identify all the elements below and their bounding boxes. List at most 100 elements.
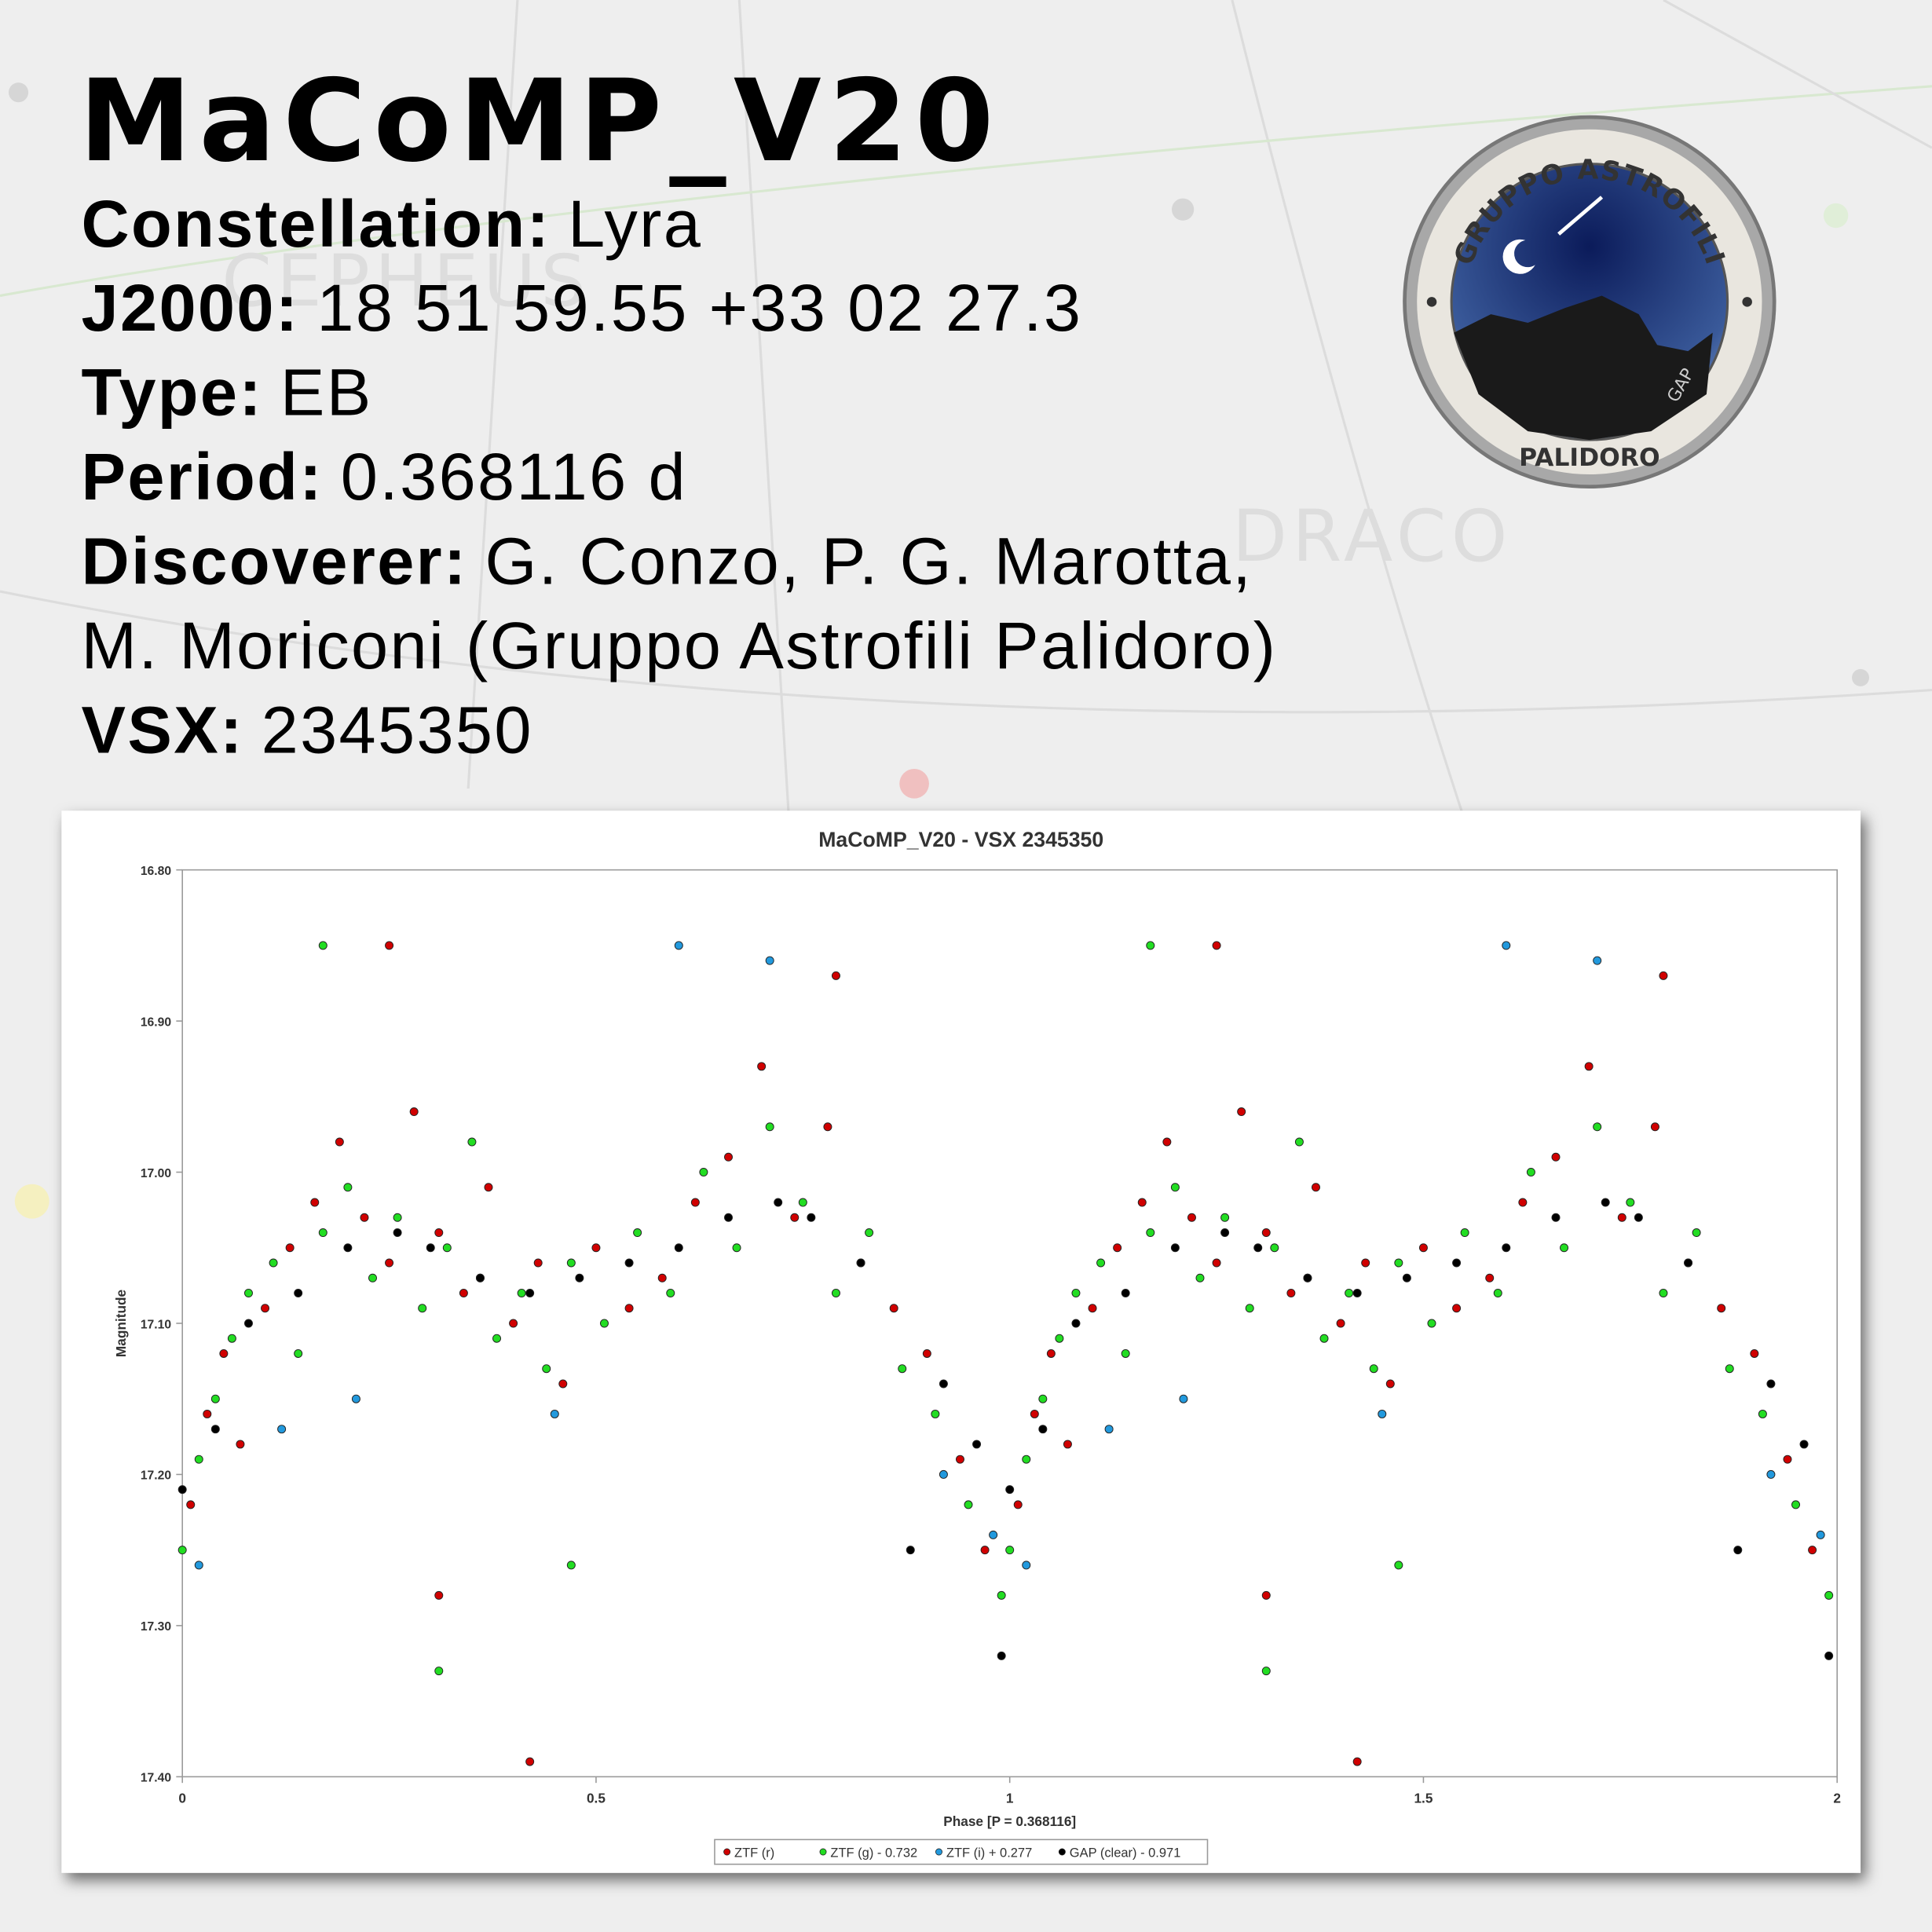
point — [434, 1667, 444, 1676]
point — [210, 1425, 220, 1434]
point — [1816, 1530, 1825, 1539]
field-label: VSX: — [82, 693, 244, 767]
point — [1022, 1561, 1031, 1570]
point — [964, 1500, 973, 1509]
legend-marker — [935, 1848, 942, 1856]
point — [624, 1304, 634, 1313]
point — [757, 1062, 767, 1071]
point — [939, 1379, 948, 1389]
point — [1758, 1409, 1767, 1418]
point — [1518, 1198, 1528, 1207]
point — [1493, 1288, 1502, 1297]
point — [1179, 1394, 1188, 1403]
point — [1005, 1485, 1015, 1495]
point — [1104, 1425, 1114, 1434]
point — [798, 1198, 807, 1207]
point — [1783, 1454, 1792, 1464]
y-axis-label: Magnitude — [113, 1290, 129, 1357]
point — [1427, 1319, 1436, 1328]
point — [1319, 1334, 1329, 1343]
point — [922, 1348, 931, 1358]
point — [1634, 1213, 1643, 1222]
point — [418, 1304, 427, 1313]
point — [1733, 1546, 1743, 1555]
point — [1170, 1243, 1180, 1253]
field: Type: EB — [82, 355, 373, 430]
y-tick-label: 17.20 — [141, 1469, 172, 1483]
point — [1352, 1288, 1362, 1297]
legend-label: ZTF (i) + 0.277 — [946, 1846, 1032, 1860]
point — [591, 1243, 601, 1253]
point — [1361, 1258, 1370, 1268]
point — [227, 1334, 236, 1343]
point — [823, 1122, 832, 1132]
fields: Constellation: Lyra J2000: 18 51 59.55 +33 … — [82, 186, 1275, 767]
point — [997, 1590, 1006, 1600]
point — [774, 1198, 783, 1207]
point — [575, 1273, 584, 1283]
point — [343, 1183, 353, 1192]
point — [724, 1213, 733, 1222]
field: Constellation: Lyra — [82, 186, 703, 261]
point — [1212, 1258, 1221, 1268]
x-axis-label: Phase [P = 0.368116] — [943, 1813, 1076, 1829]
point — [1659, 1288, 1668, 1297]
point — [1088, 1304, 1097, 1313]
point — [318, 1228, 327, 1237]
point — [790, 1213, 800, 1222]
point — [898, 1364, 907, 1374]
point — [385, 1258, 394, 1268]
point — [1402, 1273, 1411, 1283]
point — [467, 1137, 477, 1147]
point — [1601, 1198, 1610, 1207]
field: Period: 0.368116 d — [82, 439, 687, 514]
point — [294, 1288, 303, 1297]
point — [1311, 1183, 1320, 1192]
field: J2000: 18 51 59.55 +33 02 27.3 — [82, 270, 1083, 345]
point — [1824, 1590, 1834, 1600]
field-value: 18 51 59.55 +33 02 27.3 — [317, 270, 1082, 345]
point — [889, 1304, 898, 1313]
point — [856, 1258, 865, 1268]
point — [1261, 1667, 1271, 1676]
point — [724, 1152, 733, 1162]
point — [1750, 1348, 1759, 1358]
point — [765, 1122, 774, 1132]
point — [1460, 1228, 1469, 1237]
point — [633, 1228, 642, 1237]
point — [1096, 1258, 1106, 1268]
point — [906, 1546, 915, 1555]
point — [1502, 1243, 1511, 1253]
point — [1452, 1304, 1462, 1313]
y-tick-label: 17.10 — [141, 1318, 172, 1331]
point — [194, 1561, 203, 1570]
point — [492, 1334, 502, 1343]
point — [393, 1213, 402, 1222]
point — [269, 1258, 278, 1268]
point — [955, 1454, 964, 1464]
y-tick-label: 16.80 — [141, 865, 172, 878]
point — [243, 1288, 253, 1297]
point — [1502, 941, 1511, 950]
field-label: Discoverer: — [82, 524, 468, 598]
point — [674, 1243, 683, 1253]
point — [385, 941, 394, 950]
point — [1170, 1183, 1180, 1192]
point — [351, 1394, 360, 1403]
point — [1261, 1228, 1271, 1237]
field-value: Lyra — [568, 186, 702, 261]
x-tick-label: 1 — [1006, 1790, 1014, 1806]
point — [310, 1198, 320, 1207]
point — [1551, 1213, 1561, 1222]
chart-title: MaCoMP_V20 - VSX 2345350 — [818, 828, 1103, 851]
point — [393, 1228, 402, 1237]
point — [1551, 1152, 1561, 1162]
chart: MaCoMP_V20 - VSX 2345350 16.80 16.90 17.00 1… — [113, 828, 1841, 1865]
point — [219, 1348, 229, 1358]
point — [484, 1183, 493, 1192]
point — [1526, 1168, 1535, 1177]
point — [972, 1440, 982, 1449]
point — [1385, 1379, 1395, 1389]
legend-box — [714, 1839, 1209, 1865]
